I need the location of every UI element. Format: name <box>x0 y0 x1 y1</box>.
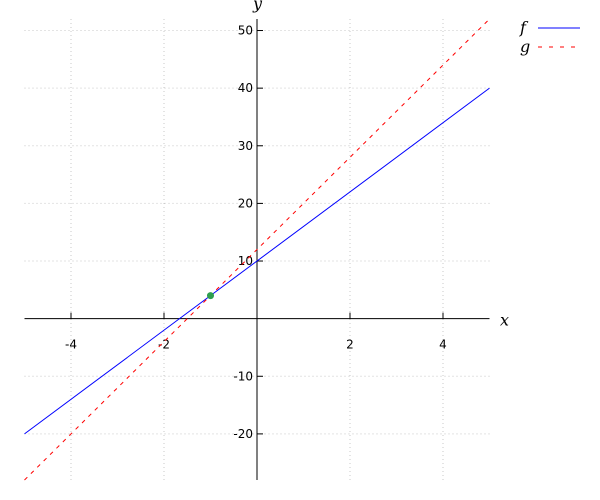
legend-label-f: f <box>519 18 529 37</box>
x-tick-label: 4 <box>439 338 447 352</box>
y-axis-label: y <box>252 0 263 13</box>
x-tick-label: 2 <box>346 338 354 352</box>
x-tick-label: -4 <box>65 338 77 352</box>
intersection-point <box>207 292 214 300</box>
y-tick-label: 30 <box>238 139 253 153</box>
series-line-f <box>24 87 490 435</box>
legend-label-g: g <box>520 37 530 56</box>
y-tick-label: 50 <box>238 24 253 38</box>
x-tick-label: -2 <box>158 338 170 352</box>
series-line-g <box>24 18 490 481</box>
y-tick-label: 20 <box>238 196 253 210</box>
y-tick-label: 40 <box>238 81 253 95</box>
y-tick-label: -20 <box>233 427 253 441</box>
x-axis-label: x <box>500 311 509 330</box>
y-tick-label: -10 <box>233 369 253 383</box>
